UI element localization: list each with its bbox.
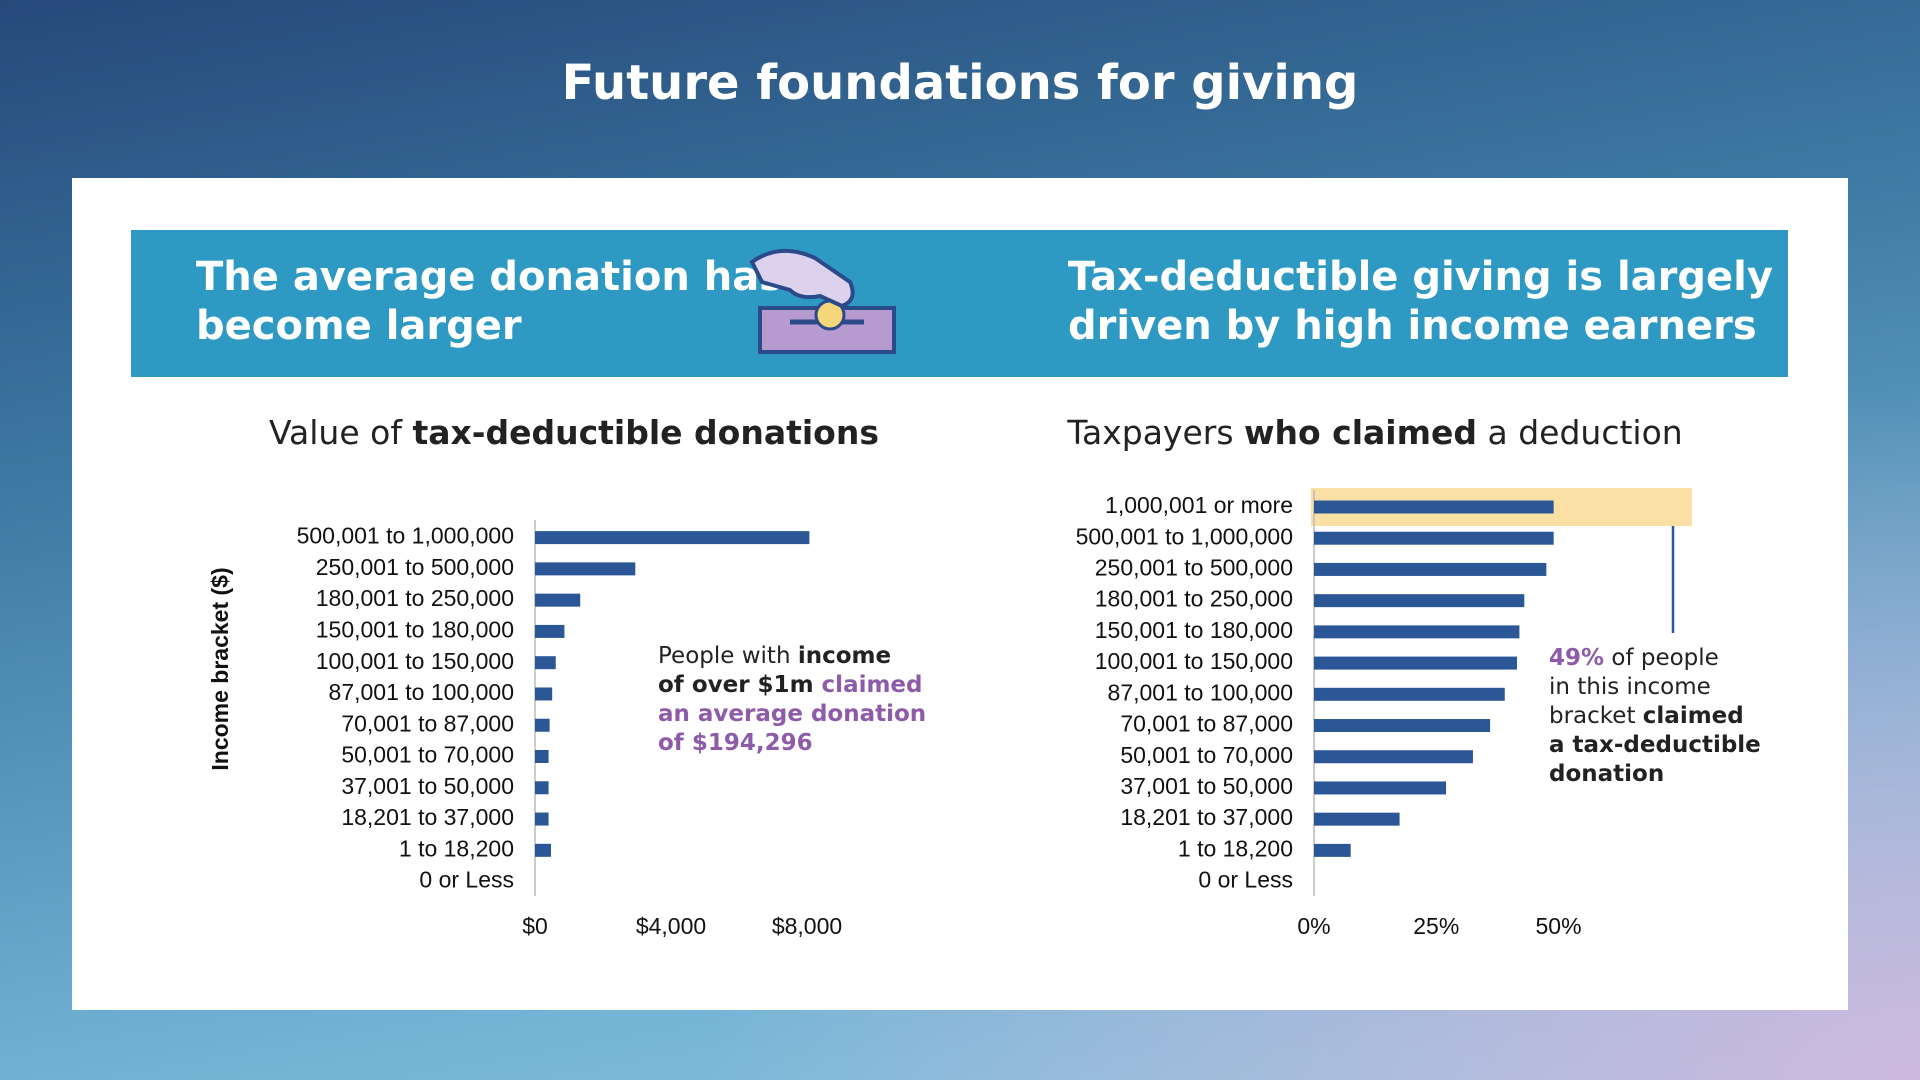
annotation-text: income <box>797 643 892 669</box>
bar <box>535 593 581 607</box>
x-tick-label: 50% <box>1536 913 1582 939</box>
x-tick-label: 25% <box>1413 913 1459 939</box>
annotation-text: a tax-deductible <box>1549 732 1761 758</box>
annotation-line: in this income <box>1549 673 1761 702</box>
category-label: 150,001 to 180,000 <box>316 616 514 642</box>
category-label: 50,001 to 70,000 <box>1120 742 1293 768</box>
y-axis-label: Income bracket ($) <box>207 567 233 770</box>
category-label: 18,201 to 37,000 <box>1120 804 1293 830</box>
category-label: 180,001 to 250,000 <box>1095 586 1293 612</box>
bar <box>1314 625 1520 639</box>
category-label: 50,001 to 70,000 <box>341 742 514 768</box>
annotation-line: of over $1m claimed <box>658 671 926 700</box>
title-part: tax-deductible donations <box>412 413 879 452</box>
chart-title: Value of tax-deductible donations <box>269 413 879 452</box>
category-label: 0 or Less <box>1198 867 1293 893</box>
bar <box>1314 594 1525 608</box>
bar <box>535 718 550 732</box>
banner-line: become larger <box>196 303 522 349</box>
bar <box>535 531 810 545</box>
banner-line: The average donation has <box>196 254 783 300</box>
annotation-line: 49% of people <box>1549 644 1761 673</box>
banner-line: Tax-deductible giving is largely <box>1068 254 1773 300</box>
x-tick-label: $4,000 <box>636 913 706 939</box>
bar <box>1314 781 1447 795</box>
bar <box>1314 687 1505 701</box>
title-part: Taxpayers <box>1066 413 1244 452</box>
bar <box>1314 531 1554 545</box>
annotation-line: of $194,296 <box>658 729 926 758</box>
category-label: 70,001 to 87,000 <box>1120 711 1293 737</box>
annotation-text: donation <box>1549 761 1665 787</box>
title-part: a deduction <box>1477 413 1683 452</box>
category-label: 100,001 to 150,000 <box>1095 648 1293 674</box>
bar <box>535 562 636 576</box>
category-label: 70,001 to 87,000 <box>341 710 514 736</box>
bar <box>535 781 549 795</box>
category-label: 0 or Less <box>419 867 514 893</box>
category-label: 100,001 to 150,000 <box>316 648 514 674</box>
title-part: who claimed <box>1244 413 1477 452</box>
bar <box>535 750 549 764</box>
annotation-line: a tax-deductible <box>1549 731 1761 760</box>
annotation-text: in this income <box>1549 674 1711 700</box>
annotation-text: People with <box>658 643 798 669</box>
category-label: 150,001 to 180,000 <box>1095 617 1293 643</box>
annotation-text: of over $1m <box>658 672 822 698</box>
bar <box>1314 843 1351 857</box>
annotation-line: donation <box>1549 760 1761 789</box>
category-label: 87,001 to 100,000 <box>1108 679 1293 705</box>
annotation-text: claimed <box>821 672 923 698</box>
annotation-line: bracket claimed <box>1549 702 1761 731</box>
category-label: 500,001 to 1,000,000 <box>1076 523 1293 549</box>
x-tick-label: $8,000 <box>772 913 842 939</box>
donation-icon <box>749 248 896 354</box>
chart-title: Taxpayers who claimed a deduction <box>1066 413 1682 452</box>
category-label: 250,001 to 500,000 <box>316 554 514 580</box>
category-label: 87,001 to 100,000 <box>329 679 514 705</box>
bar <box>1314 719 1491 733</box>
bar <box>535 687 553 701</box>
category-label: 1,000,001 or more <box>1105 492 1293 518</box>
annotation-text: 49% <box>1549 645 1605 671</box>
banner-right: Tax-deductible giving is largely driven … <box>1068 254 1787 349</box>
annotation-text: of $194,296 <box>658 730 813 756</box>
banner-left: The average donation has become larger <box>196 254 797 349</box>
annotation-line: an average donation <box>658 700 926 729</box>
title-part: Value of <box>269 413 412 452</box>
x-tick-label: 0% <box>1297 913 1330 939</box>
bar <box>1314 562 1547 576</box>
bar <box>535 624 565 638</box>
category-label: 1 to 18,200 <box>399 835 514 861</box>
bar <box>535 812 549 826</box>
bar <box>1314 812 1400 826</box>
annotation: People with income of over $1m claimed an … <box>658 642 926 758</box>
bar <box>1314 750 1473 764</box>
category-label: 250,001 to 500,000 <box>1095 555 1293 581</box>
page-title: Future foundations for giving <box>562 55 1359 111</box>
bar <box>535 656 556 670</box>
bar <box>535 843 551 857</box>
banner-line: driven by high income earners <box>1068 303 1757 349</box>
annotation-text: of people <box>1604 645 1719 671</box>
annotation-text: bracket <box>1549 703 1643 729</box>
annotation-text: claimed <box>1642 703 1744 729</box>
category-label: 37,001 to 50,000 <box>1120 773 1293 799</box>
bar <box>1314 656 1517 670</box>
category-label: 500,001 to 1,000,000 <box>297 523 514 549</box>
annotation-text: an average donation <box>658 701 927 727</box>
bar <box>1314 500 1554 514</box>
category-label: 1 to 18,200 <box>1178 835 1293 861</box>
banner <box>131 230 1788 377</box>
annotation-line: People with income <box>658 642 926 671</box>
category-label: 180,001 to 250,000 <box>316 585 514 611</box>
x-tick-label: $0 <box>522 913 548 939</box>
annotation: 49% of people in this income bracket claim… <box>1549 644 1761 789</box>
category-label: 18,201 to 37,000 <box>341 804 514 830</box>
category-label: 37,001 to 50,000 <box>341 773 514 799</box>
